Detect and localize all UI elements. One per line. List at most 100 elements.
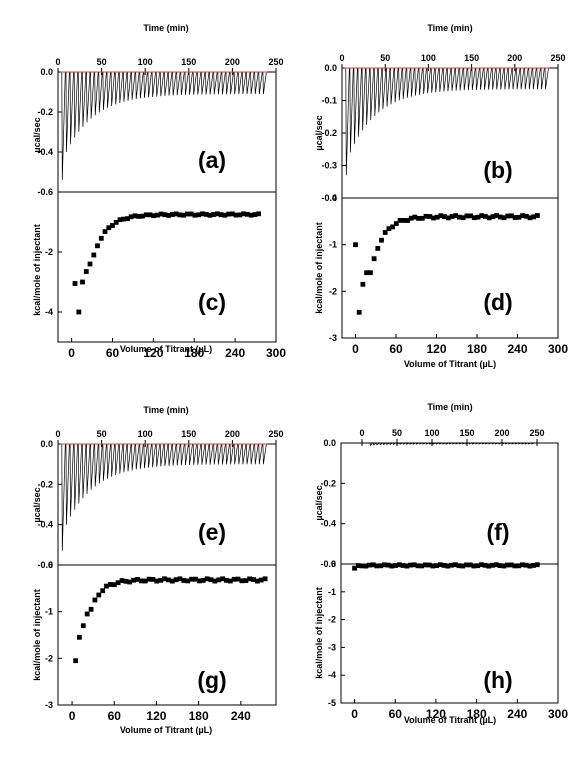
data-point — [393, 221, 399, 226]
data-point — [427, 214, 433, 219]
data-point — [531, 214, 537, 220]
time-tick-label: 100 — [138, 57, 153, 67]
time-tick-label: 150 — [181, 57, 196, 67]
data-point — [523, 213, 529, 219]
data-point — [173, 577, 179, 583]
data-point — [121, 216, 127, 222]
data-point — [233, 212, 239, 218]
isotherm-panel: 0 60 120 180 240 300 Volume of Titrant (µL) 0 -1… — [314, 193, 568, 369]
y-tick-label: -0.6 — [37, 187, 53, 197]
x-tick-label: 300 — [548, 707, 568, 721]
data-point — [255, 578, 260, 584]
data-point — [222, 212, 228, 218]
data-point — [192, 212, 198, 218]
data-point — [196, 212, 202, 218]
data-point — [88, 606, 94, 612]
data-point — [208, 577, 214, 583]
y-axis-label: µcal/sec — [32, 487, 42, 522]
y-tick-label: -0.3 — [321, 161, 337, 171]
plot-frame — [340, 442, 559, 565]
y-tick-label: -2 — [329, 286, 337, 296]
data-point — [355, 563, 361, 568]
data-point — [490, 562, 495, 568]
data-point — [106, 225, 112, 231]
data-point — [136, 214, 142, 219]
data-point — [390, 224, 395, 230]
data-point — [426, 562, 432, 568]
data-point — [83, 269, 89, 274]
y-tick-label: -1 — [328, 587, 336, 597]
data-point — [154, 578, 160, 584]
x-tick-label: 120 — [426, 342, 446, 356]
data-point — [452, 562, 458, 568]
y-axis-label: kcal/mole of injectant — [32, 589, 42, 681]
time-tick-label: 100 — [421, 53, 436, 63]
y-tick-label: -0.4 — [320, 519, 336, 529]
data-point — [158, 211, 164, 217]
thermogram-panel: 0 50 100 150 200 250 Time (min) 0.0 -0.2 -0.4 -0.6… — [32, 23, 284, 197]
data-point — [231, 576, 237, 582]
x-tick-label: 300 — [266, 346, 286, 360]
data-point — [405, 218, 410, 223]
data-point — [468, 213, 473, 219]
data-point — [486, 215, 492, 221]
data-point — [146, 576, 152, 582]
data-point — [230, 211, 235, 217]
isotherm-panel: 0 60 120 180 240 300 Volume of Titrant (µL) 0 -1… — [314, 559, 568, 725]
y-tick-label: -0.6 — [37, 560, 53, 570]
x-tick-label: 60 — [108, 709, 122, 723]
y-tick-label: -0.1 — [321, 96, 337, 106]
y-tick-label: -1 — [45, 607, 53, 617]
y-axis-label: kcal/mole of injectant — [32, 224, 42, 316]
data-point — [220, 576, 225, 582]
time-tick-label: 150 — [459, 428, 474, 438]
data-point — [181, 578, 187, 583]
data-point — [91, 252, 97, 258]
y-tick-label: 0 — [331, 559, 336, 569]
data-point — [512, 563, 518, 569]
time-tick-label: 50 — [380, 53, 390, 63]
y-axis-label: µcal/sec — [32, 117, 42, 152]
data-point — [200, 211, 205, 217]
data-point — [408, 215, 414, 221]
data-point — [193, 576, 198, 582]
data-point — [102, 229, 108, 234]
data-point — [520, 562, 525, 568]
x-tick-label: 60 — [389, 342, 403, 356]
data-point — [423, 562, 428, 568]
data-point — [100, 588, 106, 594]
data-point — [479, 213, 485, 218]
data-point — [464, 562, 469, 568]
data-point — [207, 212, 213, 218]
data-point — [396, 562, 402, 568]
panel-label: (h) — [483, 667, 512, 693]
data-point — [245, 211, 250, 217]
data-point — [531, 563, 536, 568]
data-point — [423, 213, 429, 219]
data-point — [464, 213, 470, 219]
data-point — [80, 623, 86, 629]
y-axis-label: µcal/sec — [314, 115, 324, 150]
data-point — [442, 214, 447, 220]
data-point — [359, 563, 365, 569]
x-tick-label: 60 — [389, 707, 403, 721]
top-axis-label: Time (min) — [143, 23, 188, 33]
y-tick-label: -0.2 — [321, 128, 337, 138]
data-point — [173, 211, 179, 217]
data-point — [147, 212, 153, 218]
data-point — [471, 563, 477, 569]
data-point — [248, 212, 254, 218]
data-point — [501, 563, 507, 569]
data-point — [393, 563, 398, 568]
data-point — [262, 576, 268, 582]
data-point — [170, 212, 175, 217]
data-point — [73, 658, 78, 664]
data-point — [258, 577, 264, 583]
thermogram-panel: 0 50 100 150 200 250 Time (min) 0.0 -0.2 -0.4 -0.6… — [314, 402, 559, 569]
data-point — [505, 562, 510, 568]
data-point — [251, 577, 256, 582]
data-point — [155, 212, 160, 218]
thermogram-trace — [60, 443, 268, 551]
data-point — [415, 563, 421, 569]
